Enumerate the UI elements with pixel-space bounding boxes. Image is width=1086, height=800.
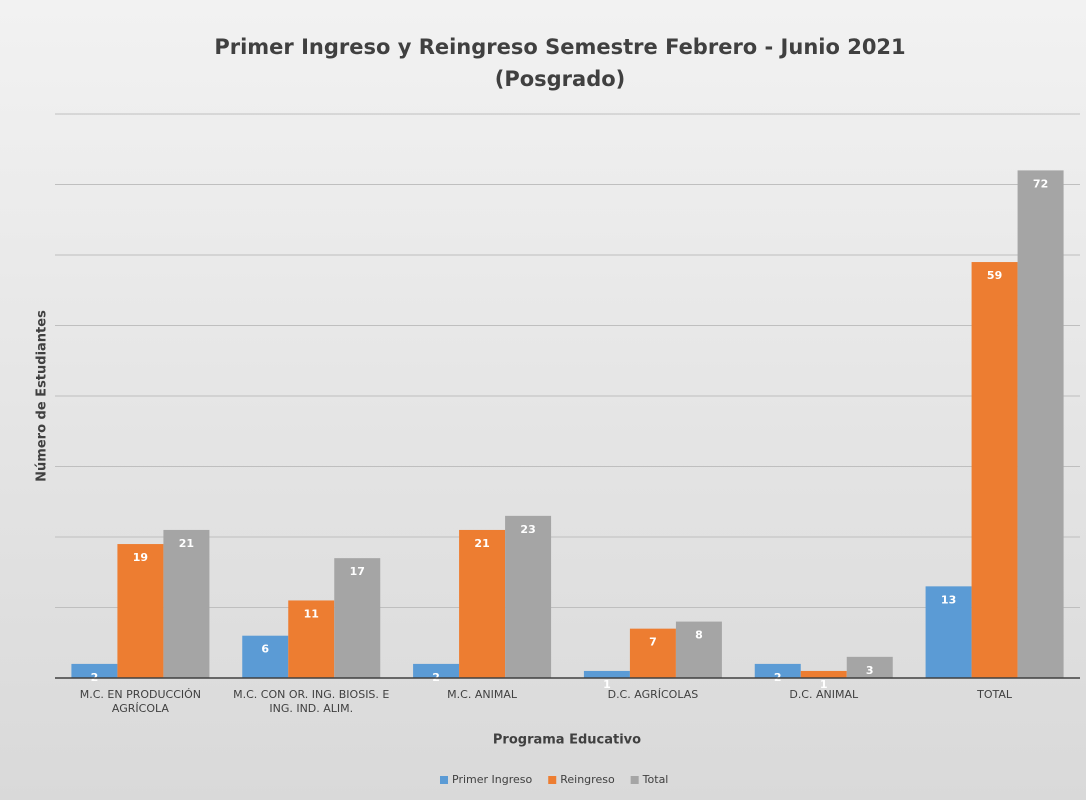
- data-label: 8: [695, 629, 703, 642]
- data-label: 59: [987, 269, 1002, 282]
- bar: [925, 586, 972, 678]
- data-label: 21: [474, 537, 489, 550]
- bar: [71, 663, 118, 678]
- bar: [505, 515, 552, 678]
- bar: [242, 635, 289, 678]
- data-label: 13: [941, 593, 956, 606]
- bar: [675, 621, 722, 678]
- data-label: 17: [350, 565, 365, 578]
- bar: [413, 663, 460, 678]
- bar: [1017, 170, 1064, 678]
- bar: [800, 670, 847, 678]
- x-tick-label: M.C. CON OR. ING. BIOSIS. E ING. IND. AL…: [233, 688, 390, 715]
- bar: [459, 529, 506, 678]
- x-axis-title: Programa Educativo: [493, 733, 641, 748]
- chart-title: Primer Ingreso y Reingreso Semestre Febr…: [214, 35, 905, 59]
- data-label: 21: [179, 537, 194, 550]
- bar: [117, 544, 164, 678]
- data-label: 1: [603, 678, 611, 691]
- y-axis-title: Número de Estudiantes: [35, 310, 50, 482]
- bar: [846, 656, 893, 678]
- legend-label: Total: [642, 773, 669, 786]
- x-tick-label: TOTAL: [977, 688, 1013, 701]
- x-tick-label: M.C. ANIMAL: [447, 688, 517, 701]
- chart-subtitle: (Posgrado): [495, 67, 626, 91]
- bar: [163, 529, 210, 678]
- data-label: 11: [304, 607, 319, 620]
- data-label: 72: [1033, 177, 1048, 190]
- bar: [583, 670, 630, 678]
- legend-swatch: [440, 776, 448, 784]
- bar: [334, 558, 381, 678]
- bar: [288, 600, 335, 678]
- legend-label: Primer Ingreso: [452, 773, 532, 786]
- data-label: 6: [261, 643, 269, 656]
- data-label: 3: [866, 664, 874, 677]
- data-label: 19: [133, 551, 148, 564]
- legend-swatch: [630, 776, 639, 784]
- bar: [971, 262, 1018, 678]
- legend-swatch: [548, 776, 557, 784]
- x-tick-label: M.C. EN PRODUCCIÓN AGRÍCOLA: [79, 688, 202, 715]
- data-label: 1: [820, 678, 828, 691]
- data-label: 7: [649, 636, 657, 649]
- x-tick-label: D.C. ANIMAL: [789, 688, 859, 701]
- bar: [754, 663, 801, 678]
- data-label: 23: [520, 523, 535, 536]
- x-tick-label: D.C. AGRÍCOLAS: [607, 688, 699, 701]
- legend-label: Reingreso: [560, 773, 615, 786]
- bar: [629, 628, 676, 678]
